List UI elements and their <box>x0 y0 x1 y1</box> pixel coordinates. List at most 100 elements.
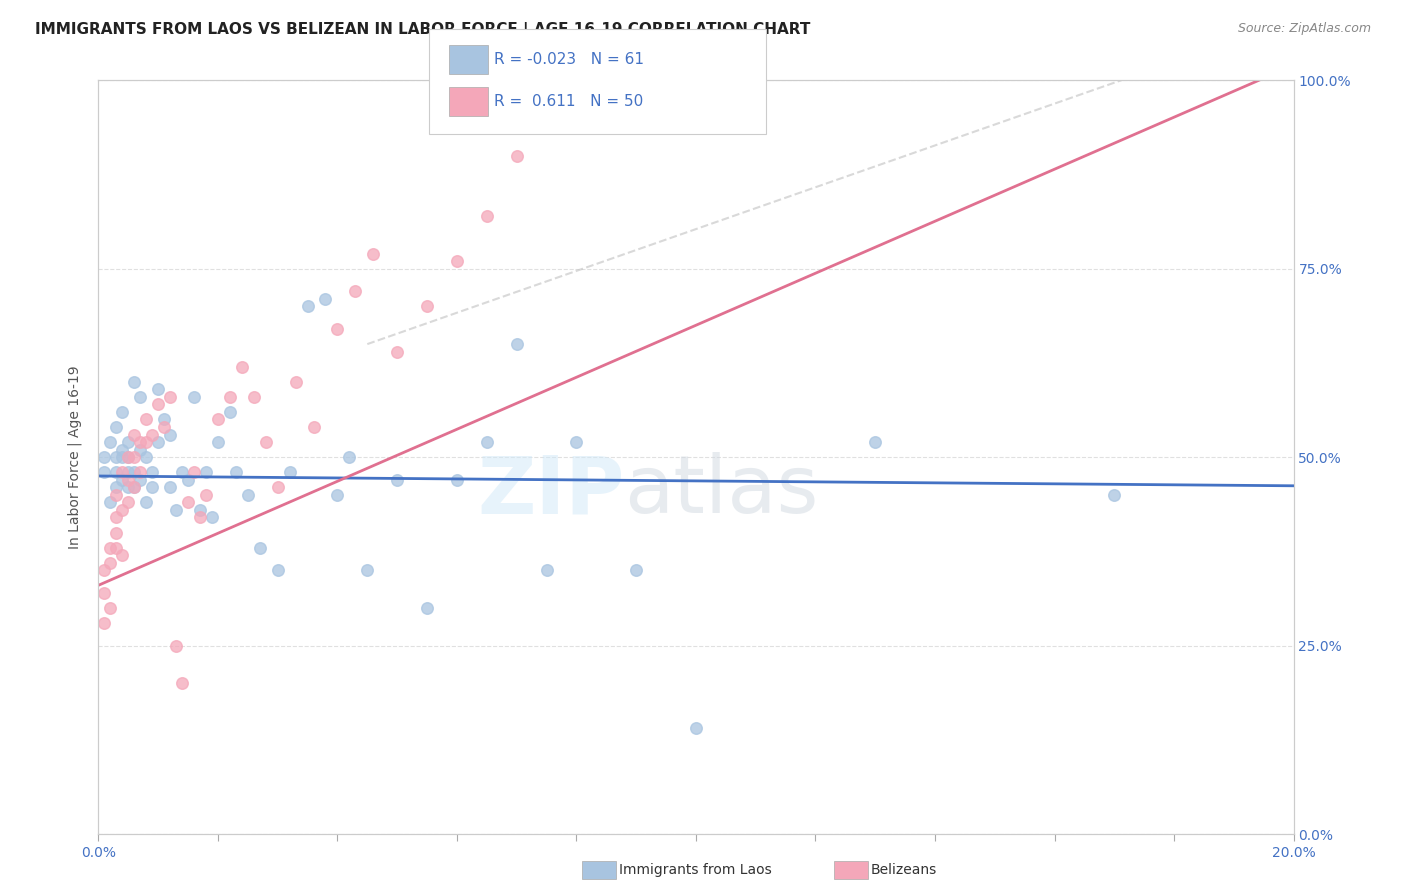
Point <box>315 292 337 306</box>
Point <box>124 427 146 442</box>
Point <box>105 465 128 479</box>
Point <box>159 480 181 494</box>
Point <box>326 488 349 502</box>
Point <box>129 435 152 450</box>
Point <box>267 563 290 577</box>
Point <box>105 450 128 464</box>
Point <box>117 495 139 509</box>
Point <box>297 300 319 314</box>
Point <box>159 427 181 442</box>
Point <box>249 541 271 555</box>
Point <box>278 465 301 479</box>
Point <box>98 601 122 615</box>
Point <box>207 412 229 426</box>
Point <box>172 465 194 479</box>
Point <box>117 435 139 450</box>
Point <box>111 465 134 479</box>
Point <box>267 480 290 494</box>
Point <box>117 450 139 464</box>
Point <box>93 465 115 479</box>
Point <box>188 510 211 524</box>
Point <box>177 495 200 509</box>
Point <box>183 465 205 479</box>
Point <box>165 503 187 517</box>
Point <box>177 473 200 487</box>
Point <box>105 420 128 434</box>
Text: IMMIGRANTS FROM LAOS VS BELIZEAN IN LABOR FORCE | AGE 16-19 CORRELATION CHART: IMMIGRANTS FROM LAOS VS BELIZEAN IN LABO… <box>35 22 810 38</box>
Text: Immigrants from Laos: Immigrants from Laos <box>619 863 772 877</box>
Point <box>172 676 194 690</box>
Point <box>536 563 558 577</box>
Point <box>148 435 170 450</box>
Point <box>111 442 134 457</box>
Text: Belizeans: Belizeans <box>870 863 936 877</box>
Point <box>363 246 385 260</box>
Point <box>506 148 529 162</box>
Point <box>98 435 122 450</box>
Point <box>98 541 122 555</box>
Point <box>195 465 218 479</box>
Point <box>219 405 242 419</box>
Point <box>111 450 134 464</box>
Point <box>356 563 378 577</box>
Point <box>475 209 498 223</box>
Point <box>195 488 218 502</box>
Point <box>93 450 115 464</box>
Point <box>201 510 224 524</box>
Point <box>284 375 307 389</box>
Point <box>124 480 146 494</box>
Point <box>135 435 157 450</box>
Text: atlas: atlas <box>624 452 818 530</box>
Point <box>626 563 648 577</box>
Point <box>117 480 139 494</box>
Point <box>148 382 170 396</box>
Point <box>207 435 229 450</box>
Point <box>135 412 157 426</box>
Point <box>105 541 128 555</box>
Text: ZIP: ZIP <box>477 452 624 530</box>
Point <box>141 480 163 494</box>
Point <box>105 488 128 502</box>
Point <box>225 465 247 479</box>
Point <box>111 473 134 487</box>
Point <box>254 435 277 450</box>
Point <box>236 488 259 502</box>
Point <box>243 390 266 404</box>
Point <box>1104 488 1126 502</box>
Point <box>219 390 242 404</box>
Point <box>105 525 128 540</box>
Text: R = -0.023   N = 61: R = -0.023 N = 61 <box>494 53 644 67</box>
Text: R =  0.611   N = 50: R = 0.611 N = 50 <box>494 95 643 109</box>
Point <box>135 495 157 509</box>
Point <box>129 473 152 487</box>
Point <box>129 442 152 457</box>
Point <box>416 601 439 615</box>
Point <box>326 322 349 336</box>
Point <box>446 254 468 268</box>
Point <box>153 420 176 434</box>
Point <box>416 300 439 314</box>
Point <box>117 465 139 479</box>
Point <box>135 450 157 464</box>
Point <box>565 435 588 450</box>
Point <box>302 420 325 434</box>
Point <box>865 435 887 450</box>
Point <box>141 427 163 442</box>
Point <box>124 375 146 389</box>
Point <box>506 337 529 351</box>
Point <box>93 586 115 600</box>
Point <box>124 480 146 494</box>
Point <box>685 722 707 736</box>
Point <box>117 473 139 487</box>
Point <box>93 615 115 630</box>
Point <box>105 480 128 494</box>
Point <box>98 495 122 509</box>
Point <box>385 473 409 487</box>
Point <box>475 435 498 450</box>
Point <box>188 503 211 517</box>
Point <box>165 639 187 653</box>
Point <box>339 450 361 464</box>
Point <box>111 405 134 419</box>
Point <box>98 556 122 570</box>
Point <box>111 503 134 517</box>
